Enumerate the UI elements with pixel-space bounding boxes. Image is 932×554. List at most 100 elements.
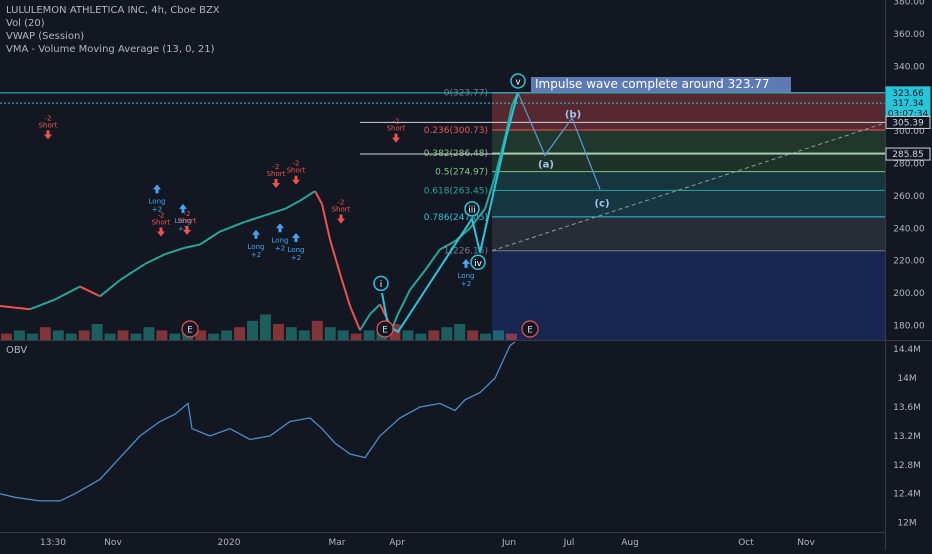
price-segment <box>321 203 331 240</box>
fib-label: 0.786(247.05) <box>424 213 488 223</box>
volume-bar <box>117 330 129 340</box>
volume-bar <box>39 327 51 340</box>
price-tick-label: 380.00 <box>893 0 925 8</box>
short-label: Short <box>387 125 406 133</box>
long-arrow-icon <box>292 233 300 242</box>
obv-tick-label: 12M <box>897 519 916 529</box>
volume-bar <box>156 330 168 340</box>
obv-pane-label: OBV <box>6 345 28 356</box>
volume-bar <box>65 333 77 340</box>
fib-label: 0.5(274.97) <box>435 168 488 178</box>
volume-bar <box>298 330 310 340</box>
short-sub-label: -2 <box>184 210 191 218</box>
volume-bar <box>428 330 440 340</box>
fib-zone <box>492 171 885 191</box>
volume-bar <box>493 330 505 340</box>
time-tick-label: Nov <box>104 538 122 548</box>
price-segment <box>409 269 426 291</box>
short-label: Short <box>178 217 197 225</box>
volume-bar <box>260 314 271 340</box>
volume-bar <box>234 327 246 340</box>
price-segment <box>284 199 301 210</box>
short-arrow-icon <box>44 130 52 140</box>
price-tag-label: 285.85 <box>892 150 924 160</box>
volume-bar <box>350 333 362 340</box>
volume-bar <box>454 324 466 340</box>
price-segment <box>29 298 56 311</box>
earnings-marker-icon <box>376 320 394 338</box>
time-tick-label: Oct <box>738 538 754 548</box>
volume-bar <box>26 333 38 340</box>
long-label: Long <box>288 246 305 254</box>
price-segment <box>424 248 441 271</box>
short-sub-label: -2 <box>293 160 300 168</box>
price-segment <box>339 273 351 307</box>
short-label: Short <box>152 219 171 227</box>
long-label: Long <box>175 217 192 225</box>
long-sub-label: +2 <box>461 280 471 288</box>
volume-bar <box>389 324 401 340</box>
volume-bar <box>130 333 142 340</box>
price-tag-label: 323.66 <box>892 89 924 99</box>
price-segment <box>369 303 381 315</box>
volume-bar <box>221 330 233 340</box>
earnings-label: E <box>527 326 533 336</box>
fib-zone <box>492 92 885 130</box>
indicator-vwap[interactable]: VWAP (Session) <box>6 31 85 42</box>
long-label: Long <box>272 236 289 244</box>
volume-bar <box>402 330 414 340</box>
price-tick-label: 220.00 <box>893 257 925 267</box>
price-segment <box>349 305 361 331</box>
long-arrow-icon <box>276 223 284 233</box>
fib-zone <box>492 190 885 217</box>
long-label: Long <box>458 272 475 280</box>
time-tick-label: 13:30 <box>40 538 66 548</box>
volume-bar <box>91 324 103 340</box>
volume-bar <box>337 330 349 340</box>
time-tick-label: Mar <box>329 538 346 548</box>
short-label: Short <box>267 170 286 178</box>
long-arrow-icon <box>179 203 187 213</box>
price-segment <box>199 230 221 246</box>
price-tick-label: 340.00 <box>893 62 925 72</box>
price-segment <box>439 240 456 251</box>
symbol-title: LULULEMON ATHLETICA INC, 4h, Cboe BZX <box>6 5 220 16</box>
indicator-vma[interactable]: VMA - Volume Moving Average (13, 0, 21) <box>6 44 215 55</box>
price-tick-label: 260.00 <box>893 192 925 202</box>
price-tick-label: 280.00 <box>893 160 925 170</box>
price-segment <box>264 207 286 217</box>
volume-bar <box>311 320 323 340</box>
wave-marker <box>470 254 486 271</box>
wave-marker <box>373 275 389 292</box>
wave-marker <box>464 201 480 217</box>
price-tick-label: 200.00 <box>893 289 925 299</box>
volume-bar <box>195 330 207 340</box>
fib-zone-deep <box>492 250 885 340</box>
short-arrow-icon <box>392 133 400 143</box>
long-arrow-icon <box>153 184 161 194</box>
fib-label: 0.618(263.45) <box>424 186 488 196</box>
earnings-marker-icon <box>521 320 539 338</box>
time-tick-label: Aug <box>621 538 639 548</box>
volume-bar <box>104 333 116 340</box>
obv-tick-label: 14M <box>897 374 916 384</box>
time-tick-label: 2020 <box>218 538 241 548</box>
short-arrow-icon <box>272 178 280 188</box>
impulse-callout: Impulse wave complete around 323.77 <box>531 77 791 92</box>
price-tick-label: 360.00 <box>893 30 925 40</box>
time-tick-label: Apr <box>389 538 405 548</box>
price-tag-label: 317.34 <box>892 99 924 109</box>
volume-bar <box>480 333 492 340</box>
volume-bar <box>13 330 25 340</box>
volume-bar <box>506 333 517 340</box>
earnings-label: E <box>382 326 388 336</box>
volume-bar <box>52 330 64 340</box>
price-segment <box>359 313 371 331</box>
long-label: Long <box>248 243 265 251</box>
long-sub-label: +2 <box>251 251 261 259</box>
indicator-vol[interactable]: Vol (20) <box>6 18 45 29</box>
short-sub-label: -2 <box>273 163 280 171</box>
fib-label: 1(226.15) <box>444 247 488 257</box>
price-tag-label: 305.39 <box>892 118 924 128</box>
